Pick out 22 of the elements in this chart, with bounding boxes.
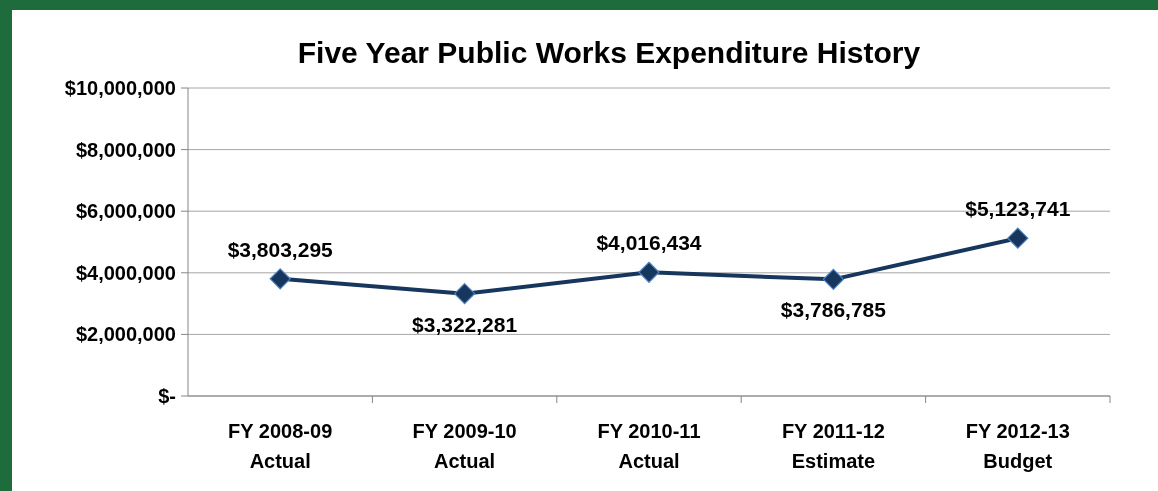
x-tick-label: FY 2012-13 Budget — [965, 420, 1070, 472]
point — [822, 268, 844, 290]
y-tick-label: $6,000,000 — [75, 200, 176, 223]
x-tick-label: FY 2010-11 Actual — [597, 420, 701, 472]
x-tick-label: FY 2011-12 Estimate — [781, 420, 885, 472]
point — [1007, 227, 1029, 249]
chart-title: Five Year Public Works Expenditure History — [297, 36, 921, 69]
point — [638, 261, 660, 283]
y-tick-label: $8,000,000 — [75, 138, 176, 161]
data-label: $4,016,434 — [596, 231, 702, 255]
data-label: $3,322,281 — [412, 312, 518, 336]
x-tick-label: FY 2009-10 Actual — [412, 420, 517, 472]
y-tick-label: $2,000,000 — [75, 323, 176, 346]
data-label: $3,786,785 — [780, 298, 887, 322]
data-label: $5,123,741 — [965, 197, 1071, 221]
point — [454, 283, 476, 305]
data-label: $3,803,295 — [227, 237, 334, 261]
x-tick-label: FY 2008-09 Actual — [228, 420, 333, 472]
y-tick-label: $4,000,000 — [75, 261, 176, 284]
y-tick-label: $10,000,000 — [64, 77, 176, 99]
y-tick-label: $- — [158, 385, 176, 407]
point — [269, 268, 291, 290]
